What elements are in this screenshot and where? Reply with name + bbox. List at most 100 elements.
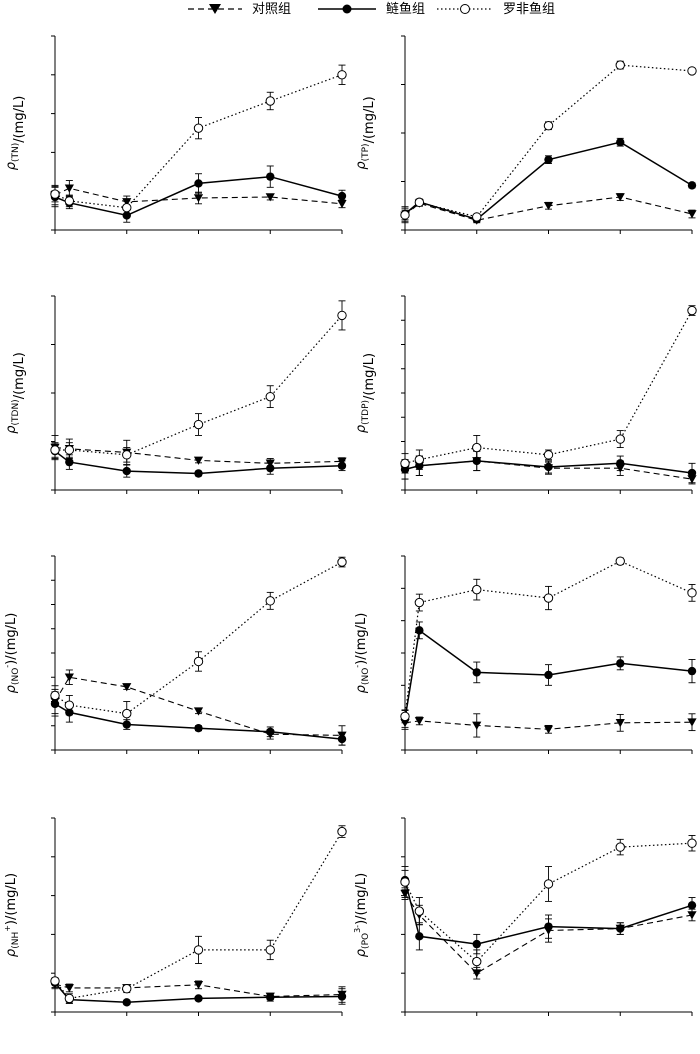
point-control xyxy=(543,201,554,211)
point-tilapia xyxy=(472,584,482,595)
chart-tdp: ρ(TDP)/(mg/L) xyxy=(354,295,697,494)
y-axis-label-symbol: ρ xyxy=(4,161,19,170)
point-tilapia xyxy=(193,945,204,955)
chart-panel-nh4: ρ(NH+)/(mg/L) xyxy=(0,804,350,1044)
point-silver-carp xyxy=(616,138,625,147)
point-tilapia xyxy=(265,945,275,955)
legend-item-control: 对照组 xyxy=(188,2,291,17)
point-tilapia xyxy=(687,838,697,848)
legend-marker-control xyxy=(209,4,221,14)
chart-panel-tp: ρ(TP)/(mg/L) xyxy=(350,22,700,262)
y-axis-label-symbol: ρ xyxy=(4,425,19,434)
y-axis-label-symbol: ρ xyxy=(354,948,369,957)
point-control xyxy=(193,456,204,465)
point-tilapia xyxy=(64,196,75,206)
point-silver-carp xyxy=(194,179,203,188)
chart-panel-tdp: ρ(TDP)/(mg/L) xyxy=(350,282,700,522)
point-tilapia xyxy=(337,826,347,837)
y-axis-label-unit: /(mg/L) xyxy=(362,96,377,143)
point-tilapia xyxy=(543,593,554,603)
y-axis-label-subscript: (NO xyxy=(361,668,371,685)
point-control xyxy=(64,184,74,193)
series-line-tilapia xyxy=(404,560,693,717)
chart-tp: ρ(TP)/(mg/L) xyxy=(354,35,697,234)
point-control xyxy=(193,981,204,990)
y-axis-label-unit: )/(mg/L) xyxy=(354,873,369,925)
point-tilapia xyxy=(615,434,625,444)
point-silver-carp xyxy=(337,992,347,1001)
y-axis-label-unit: )/(mg/L) xyxy=(4,613,19,665)
legend-marker-tilapia xyxy=(460,4,470,14)
point-tilapia xyxy=(687,66,697,76)
y-axis-label-superscript: 3- xyxy=(353,925,362,933)
point-control xyxy=(687,210,697,219)
point-silver-carp xyxy=(194,469,203,478)
y-axis-label-unit: /(mg/L) xyxy=(362,353,377,400)
point-tilapia xyxy=(615,60,625,70)
point-silver-carp xyxy=(472,456,481,466)
point-silver-carp xyxy=(266,463,275,473)
point-control xyxy=(193,194,204,203)
point-silver-carp xyxy=(266,993,275,1002)
point-tilapia xyxy=(400,210,410,220)
point-control xyxy=(615,193,625,202)
y-axis-label-symbol: ρ xyxy=(354,161,369,170)
chart-panel-tdn: ρ(TDN)/(mg/L) xyxy=(0,282,350,522)
point-tilapia xyxy=(193,123,204,133)
series-line-control xyxy=(54,676,343,736)
y-axis-label-subscript: (TDP) xyxy=(361,400,371,425)
chart-no3: ρ(NO-)/(mg/L) xyxy=(3,555,347,754)
legend-item-tilapia: 罗非鱼组 xyxy=(437,1,555,17)
point-silver-carp xyxy=(472,939,481,949)
point-tilapia xyxy=(543,121,554,131)
y-axis-label-subscript: (TP) xyxy=(361,143,371,161)
point-silver-carp xyxy=(544,155,553,164)
point-tilapia xyxy=(265,391,275,402)
series-line-tilapia xyxy=(54,561,343,715)
y-axis-label: ρ(NO-)/(mg/L) xyxy=(353,613,371,694)
point-silver-carp xyxy=(544,462,553,472)
legend-label-tilapia: 罗非鱼组 xyxy=(503,1,555,17)
point-control xyxy=(414,717,424,726)
point-tilapia xyxy=(64,993,75,1004)
y-axis-label-symbol: ρ xyxy=(354,684,369,693)
point-tilapia xyxy=(50,189,60,199)
point-silver-carp xyxy=(544,670,553,680)
point-tilapia xyxy=(615,556,625,566)
point-silver-carp xyxy=(194,994,203,1003)
y-axis-label: ρ(TDN)/(mg/L) xyxy=(4,352,27,434)
point-tilapia xyxy=(122,708,132,719)
point-silver-carp xyxy=(687,468,697,478)
point-tilapia xyxy=(64,445,75,455)
y-axis-label-subscript: (TN) xyxy=(11,143,21,162)
chart-panel-no3: ρ(NO-)/(mg/L) xyxy=(0,542,350,782)
y-axis-label-unit: )/(mg/L) xyxy=(4,873,19,925)
point-tilapia xyxy=(337,310,347,321)
y-axis-label-symbol: ρ xyxy=(4,948,19,957)
point-control xyxy=(615,719,625,728)
point-silver-carp xyxy=(472,668,481,677)
legend: 对照组 鲢鱼组 罗非鱼组 xyxy=(0,0,700,22)
point-silver-carp xyxy=(544,922,553,931)
point-tilapia xyxy=(122,450,132,460)
point-tilapia xyxy=(400,877,410,887)
series-line-control xyxy=(404,720,693,730)
series-line-tilapia xyxy=(54,831,343,1000)
y-axis-label-subscript: (PO xyxy=(361,933,371,949)
y-axis-label: ρ(TN)/(mg/L) xyxy=(4,96,27,171)
series-line-tilapia xyxy=(55,315,343,456)
point-tilapia xyxy=(472,956,482,967)
point-tilapia xyxy=(687,588,697,598)
legend-item-silver-carp: 鲢鱼组 xyxy=(318,1,425,17)
point-silver-carp xyxy=(687,666,697,676)
y-axis-label-subscript: (NO xyxy=(11,668,21,685)
point-tilapia xyxy=(543,450,554,460)
point-tilapia xyxy=(265,596,275,606)
series-line-tilapia xyxy=(404,310,693,464)
point-tilapia xyxy=(543,879,554,889)
point-tilapia xyxy=(472,212,482,222)
point-tilapia xyxy=(265,96,275,106)
chart-nh4: ρ(NH+)/(mg/L) xyxy=(3,817,347,1016)
point-tilapia xyxy=(193,656,204,667)
point-silver-carp xyxy=(415,932,424,941)
